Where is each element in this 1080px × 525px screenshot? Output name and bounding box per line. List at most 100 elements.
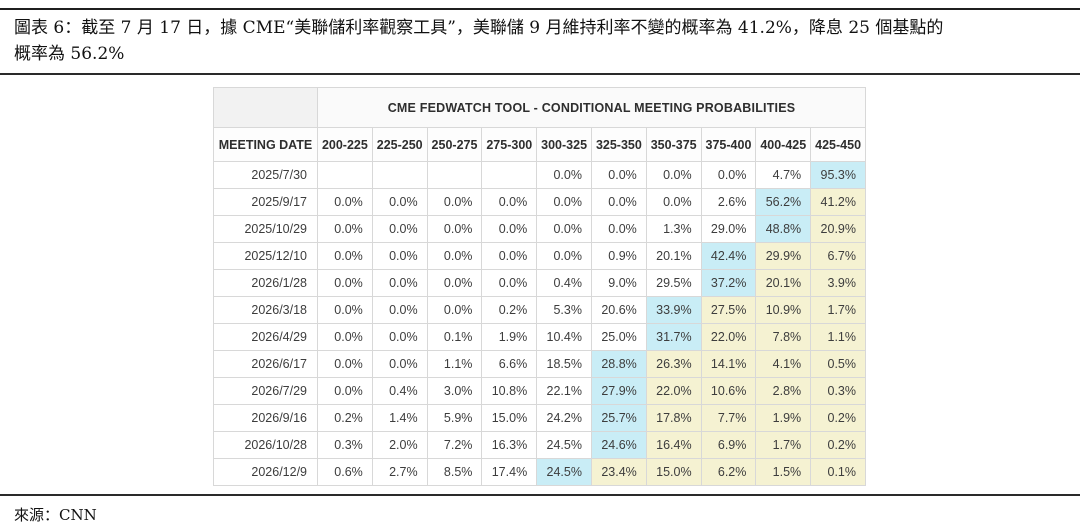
probability-cell: 0.0% xyxy=(371,242,428,270)
probability-cell: 1.7% xyxy=(755,431,812,459)
meeting-date-header: MEETING DATE xyxy=(213,127,318,162)
table-title-row: CME FEDWATCH TOOL - CONDITIONAL MEETING … xyxy=(213,87,866,128)
probability-cell: 6.9% xyxy=(700,431,757,459)
rate-range-header: 350-375 xyxy=(645,127,702,162)
probability-cell: 15.0% xyxy=(645,458,702,486)
probability-cell: 5.9% xyxy=(426,404,483,432)
probability-cell: 7.8% xyxy=(755,323,812,351)
probability-cell: 22.1% xyxy=(536,377,592,405)
probability-cell: 1.5% xyxy=(755,458,812,486)
probability-cell: 3.9% xyxy=(810,269,866,297)
probability-cell: 18.5% xyxy=(536,350,592,378)
meeting-date-cell: 2025/12/10 xyxy=(213,242,318,270)
meeting-date-cell: 2026/4/29 xyxy=(213,323,318,351)
probability-cell: 10.8% xyxy=(481,377,538,405)
source-footer: 來源：CNN xyxy=(0,494,1080,525)
rate-range-header: 225-250 xyxy=(371,127,428,162)
probability-cell: 2.7% xyxy=(371,458,428,486)
probability-cell: 0.0% xyxy=(371,350,428,378)
probability-cell: 25.7% xyxy=(590,404,647,432)
probability-cell: 31.7% xyxy=(645,323,702,351)
figure-caption: 圖表 6：截至 7 月 17 日，據 CME“美聯儲利率觀察工具”，美聯儲 9 … xyxy=(0,8,1080,75)
probability-cell: 0.6% xyxy=(317,458,373,486)
probability-cell: 0.0% xyxy=(317,323,373,351)
probability-cell: 22.0% xyxy=(645,377,702,405)
rate-range-header: 200-225 xyxy=(317,127,373,162)
probability-cell: 0.2% xyxy=(810,431,866,459)
probability-cell: 0.0% xyxy=(426,296,483,324)
meeting-date-cell: 2026/3/18 xyxy=(213,296,318,324)
probability-cell: 0.2% xyxy=(481,296,538,324)
probability-cell: 0.4% xyxy=(536,269,592,297)
table-row: 2026/6/17 0.0% 0.0% 1.1% 6.6% 18.5% 28.8% 26.3%… xyxy=(213,350,866,378)
probability-cell: 0.0% xyxy=(536,215,592,243)
probability-cell: 15.0% xyxy=(481,404,538,432)
rate-range-header: 250-275 xyxy=(426,127,483,162)
meeting-date-cell: 2026/1/28 xyxy=(213,269,318,297)
probability-cell: 0.0% xyxy=(371,296,428,324)
table-title: CME FEDWATCH TOOL - CONDITIONAL MEETING … xyxy=(317,87,866,128)
table-row: 2025/12/10 0.0% 0.0% 0.0% 0.0% 0.0% 0.9% 20.1% 4… xyxy=(213,242,866,270)
source-text: 來源：CNN xyxy=(14,506,97,524)
probability-cell: 20.9% xyxy=(810,215,866,243)
probability-cell: 10.4% xyxy=(536,323,592,351)
probability-cell: 24.2% xyxy=(536,404,592,432)
probability-cell: 26.3% xyxy=(645,350,702,378)
probability-cell: 0.0% xyxy=(371,323,428,351)
probability-cell: 6.6% xyxy=(481,350,538,378)
probability-cell: 8.5% xyxy=(426,458,483,486)
probability-cell: 20.1% xyxy=(755,269,812,297)
probability-cell: 10.9% xyxy=(755,296,812,324)
probability-cell: 1.9% xyxy=(481,323,538,351)
probability-cell: 2.8% xyxy=(755,377,812,405)
probability-cell: 16.4% xyxy=(645,431,702,459)
probability-cell: 0.0% xyxy=(371,269,428,297)
probability-cell: 0.1% xyxy=(426,323,483,351)
probability-cell: 2.6% xyxy=(700,188,757,216)
probability-cell: 4.7% xyxy=(755,161,812,189)
probability-cell: 95.3% xyxy=(810,161,866,189)
probability-cell: 0.0% xyxy=(426,242,483,270)
probability-cell: 3.0% xyxy=(426,377,483,405)
probability-cell: 0.0% xyxy=(536,188,592,216)
probability-cell xyxy=(481,161,538,189)
column-header-row: MEETING DATE 200-225 225-250 250-275 275-30… xyxy=(213,127,866,162)
probability-cell: 24.5% xyxy=(536,431,592,459)
probability-cell: 27.5% xyxy=(700,296,757,324)
table-row: 2026/9/16 0.2% 1.4% 5.9% 15.0% 24.2% 25.7% 17.8… xyxy=(213,404,866,432)
probability-cell: 0.0% xyxy=(317,188,373,216)
table-row: 2026/12/9 0.6% 2.7% 8.5% 17.4% 24.5% 23.4% 15.0… xyxy=(213,458,866,486)
probability-cell: 0.0% xyxy=(481,269,538,297)
meeting-date-cell: 2026/7/29 xyxy=(213,377,318,405)
probability-cell: 23.4% xyxy=(590,458,647,486)
rate-range-header: 300-325 xyxy=(536,127,592,162)
probability-cell: 0.0% xyxy=(371,188,428,216)
probability-cell: 29.0% xyxy=(700,215,757,243)
probability-cell: 0.0% xyxy=(536,242,592,270)
probability-cell: 6.2% xyxy=(700,458,757,486)
probability-cell: 42.4% xyxy=(700,242,757,270)
probability-cell xyxy=(426,161,483,189)
probability-cell: 0.0% xyxy=(317,215,373,243)
probability-cell: 14.1% xyxy=(700,350,757,378)
probability-cell: 0.3% xyxy=(317,431,373,459)
rate-range-header: 375-400 xyxy=(700,127,757,162)
probability-cell: 22.0% xyxy=(700,323,757,351)
probability-cell: 17.4% xyxy=(481,458,538,486)
probability-cell: 0.4% xyxy=(371,377,428,405)
probability-cell: 0.0% xyxy=(590,188,647,216)
table-row: 2025/7/30 0.0% 0.0% 0.0% 0.0% 4.7% 95.3% xyxy=(213,161,866,189)
probability-cell: 25.0% xyxy=(590,323,647,351)
probability-cell: 0.3% xyxy=(810,377,866,405)
probability-cell: 0.0% xyxy=(481,188,538,216)
probability-cell: 1.7% xyxy=(810,296,866,324)
probability-cell: 0.2% xyxy=(317,404,373,432)
probability-cell: 0.0% xyxy=(426,269,483,297)
probability-cell: 56.2% xyxy=(755,188,812,216)
probability-cell: 10.6% xyxy=(700,377,757,405)
table-row: 2026/3/18 0.0% 0.0% 0.0% 0.2% 5.3% 20.6% 33.9% 2… xyxy=(213,296,866,324)
table-row: 2026/10/28 0.3% 2.0% 7.2% 16.3% 24.5% 24.6% 16.… xyxy=(213,431,866,459)
meeting-date-cell: 2026/12/9 xyxy=(213,458,318,486)
probability-cell: 0.0% xyxy=(645,161,702,189)
fedwatch-table-body: 2025/7/30 0.0% 0.0% 0.0% 0.0% 4.7% 95.3% 2025/9… xyxy=(213,161,866,486)
